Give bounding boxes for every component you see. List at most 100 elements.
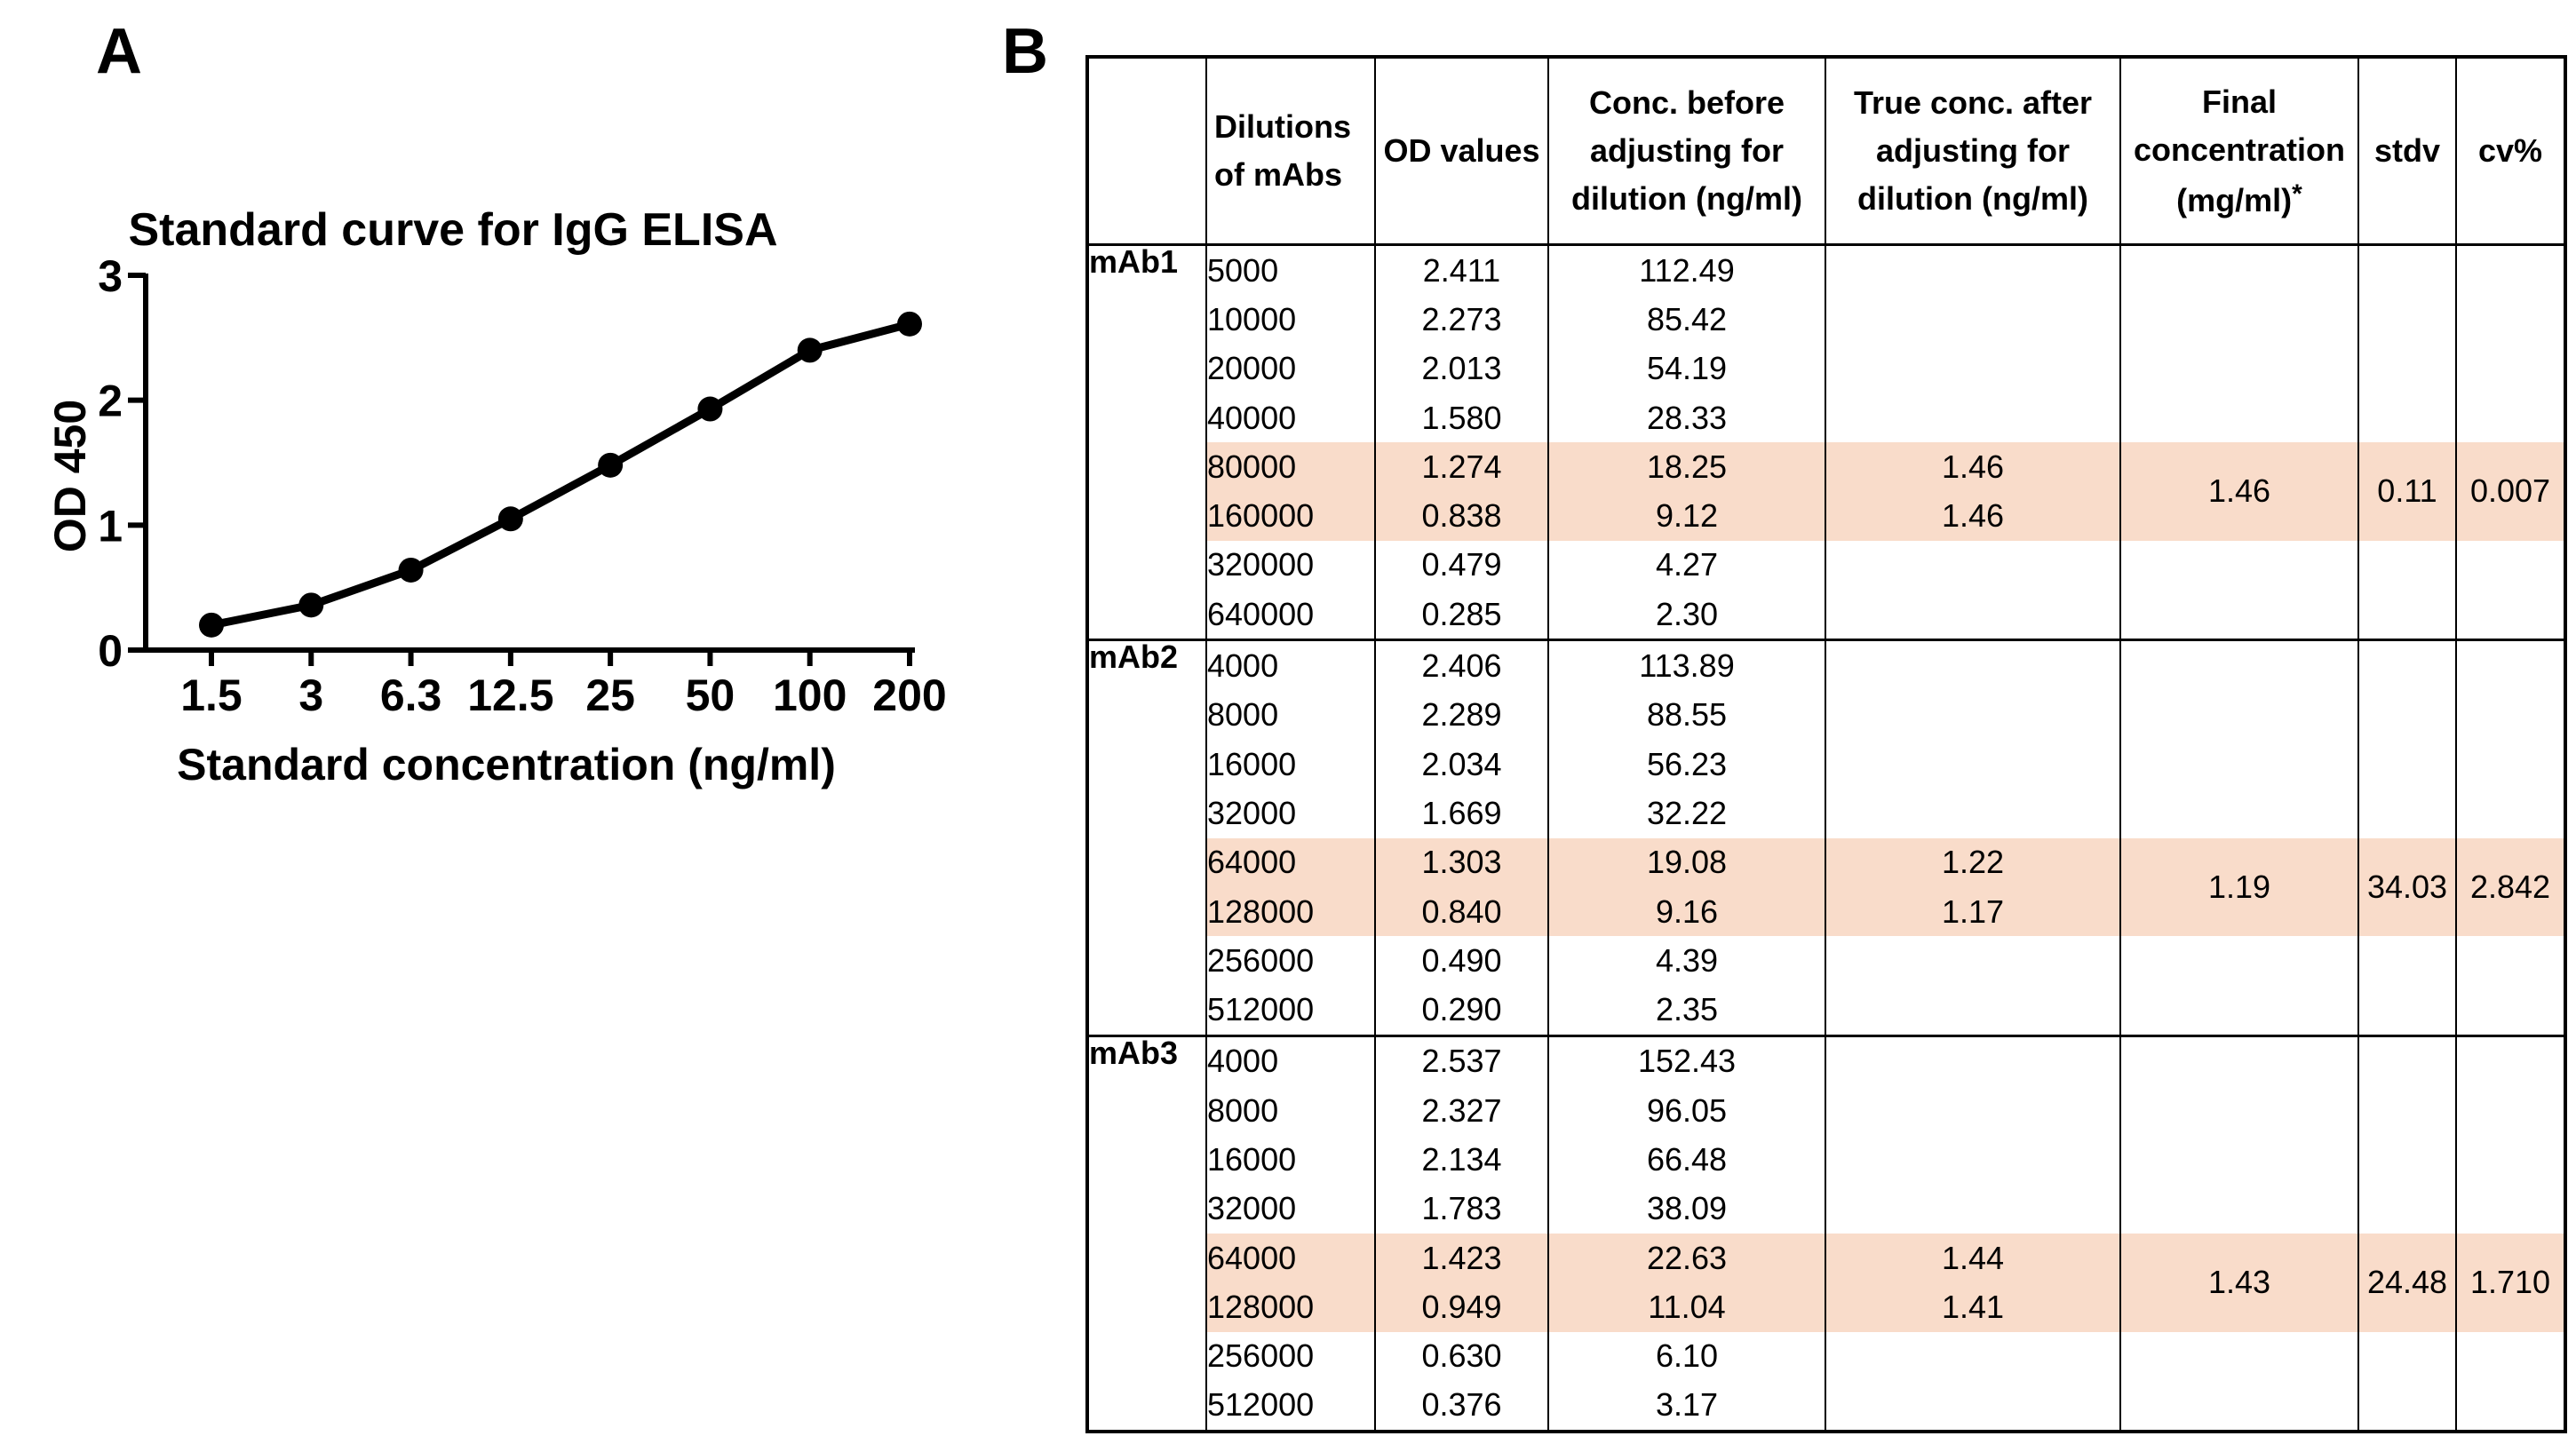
y-axis-ticks: 0 1 2 3 [98, 251, 146, 676]
od-value-cell: 0.376 [1374, 1380, 1548, 1433]
od-value-cell: 2.411 [1374, 244, 1548, 296]
panel-label-b: B [1002, 16, 1048, 87]
table-row: 256000 0.490 4.39 [1087, 936, 2565, 1037]
conc-before-cell: 9.16 [1547, 886, 1825, 937]
dilution-cell: 160000 [1205, 491, 1375, 541]
data-points [199, 311, 922, 638]
table-row: 8000 2.327 96.05 [1087, 1086, 2565, 1136]
dilution-cell: 256000 [1205, 936, 1375, 986]
conc-before-cell: 113.89 [1547, 639, 1825, 691]
od-value-cell: 0.840 [1374, 886, 1548, 937]
stdv-cell [2357, 936, 2456, 1037]
conc-before-cell: 112.49 [1547, 244, 1825, 296]
table-row: 512000 0.376 3.17 [1087, 1380, 2565, 1433]
true-conc-cell: 1.17 [1825, 886, 2120, 937]
od-value-cell: 2.327 [1374, 1086, 1548, 1136]
dilution-cell: 40000 [1205, 393, 1375, 443]
true-conc-cell [1825, 1331, 2120, 1381]
conc-before-cell: 32.22 [1547, 789, 1825, 838]
data-point [697, 396, 723, 422]
dilution-cell: 20000 [1205, 344, 1375, 393]
true-conc-cell [1825, 590, 2120, 642]
conc-before-cell: 11.04 [1547, 1282, 1825, 1332]
cv-cell [2455, 1035, 2565, 1234]
table-row: mAb3 4000 2.537 152.43 [1087, 1035, 2565, 1433]
table-header-row: Dilutions of mAbs OD values Conc. before a… [1087, 57, 2565, 246]
dilution-cell: 16000 [1205, 1135, 1375, 1185]
data-point [199, 612, 224, 638]
true-conc-cell [1825, 1035, 2120, 1087]
stdv-cell: 0.11 [2357, 442, 2456, 541]
cv-cell [2455, 936, 2565, 1037]
header-od-values: OD values [1374, 57, 1548, 246]
conc-before-cell: 22.63 [1547, 1233, 1825, 1283]
table-row: 8000 2.289 88.55 [1087, 690, 2565, 740]
conc-before-cell: 152.43 [1547, 1035, 1825, 1087]
table-row: 20000 2.013 54.19 [1087, 344, 2565, 393]
true-conc-cell [1825, 789, 2120, 838]
conc-before-cell: 6.10 [1547, 1331, 1825, 1381]
dilution-cell: 32000 [1205, 1184, 1375, 1234]
conc-before-cell: 3.17 [1547, 1380, 1825, 1433]
table-row: 80000 1.274 18.25 1.46 1.46 0.11 0.007 [1087, 442, 2565, 541]
final-conc-cell [2119, 540, 2358, 642]
conc-before-cell: 54.19 [1547, 344, 1825, 393]
true-conc-cell: 1.46 [1825, 442, 2120, 492]
od-value-cell: 2.537 [1374, 1035, 1548, 1087]
y-axis-label: OD 450 [45, 400, 95, 552]
x-tick-label: 6.3 [380, 670, 442, 720]
table-row: 32000 1.669 32.22 [1087, 789, 2565, 838]
header-dilutions: Dilutions of mAbs [1205, 57, 1375, 246]
dilution-cell: 512000 [1205, 985, 1375, 1037]
dilution-cell: 256000 [1205, 1331, 1375, 1381]
standard-curve-chart: Standard curve for IgG ELISA 0 1 2 3 1.5 3 6.… [45, 204, 947, 789]
od-value-cell: 2.134 [1374, 1135, 1548, 1185]
od-value-cell: 2.273 [1374, 295, 1548, 345]
conc-before-cell: 56.23 [1547, 739, 1825, 789]
final-conc-cell: 1.46 [2119, 442, 2358, 541]
header-cv: cv% [2455, 57, 2565, 246]
table-row: 320000 0.479 4.27 [1087, 540, 2565, 642]
cv-cell [2455, 244, 2565, 443]
true-conc-cell: 1.44 [1825, 1233, 2120, 1283]
od-value-cell: 2.289 [1374, 690, 1548, 740]
dilution-cell: 10000 [1205, 295, 1375, 345]
dilution-cell: 4000 [1205, 1035, 1375, 1087]
y-tick-label: 3 [98, 251, 123, 301]
od-value-cell: 0.290 [1374, 985, 1548, 1037]
conc-before-cell: 4.39 [1547, 936, 1825, 986]
x-tick-label: 1.5 [180, 670, 242, 720]
header-final-conc: Final concentration (mg/ml)* [2119, 57, 2358, 246]
final-conc-cell [2119, 1331, 2358, 1433]
table-row: 10000 2.273 85.42 [1087, 295, 2565, 345]
conc-before-cell: 4.27 [1547, 540, 1825, 591]
data-point [598, 452, 624, 478]
dilution-cell: 8000 [1205, 1086, 1375, 1136]
dilution-cell: 64000 [1205, 1233, 1375, 1283]
table-row: 256000 0.630 6.10 [1087, 1331, 2565, 1433]
true-conc-cell [1825, 690, 2120, 740]
table-row: mAb1 5000 2.411 112.49 [1087, 244, 2565, 642]
true-conc-cell [1825, 936, 2120, 986]
final-conc-cell [2119, 936, 2358, 1037]
cv-cell: 1.710 [2455, 1233, 2565, 1332]
true-conc-cell: 1.46 [1825, 491, 2120, 541]
header-group [1087, 57, 1206, 246]
group-label: mAb2 [1087, 639, 1206, 1037]
true-conc-cell [1825, 393, 2120, 443]
header-conc-before: Conc. before adjusting for dilution (ng/ml… [1547, 57, 1825, 246]
table-row: mAb2 4000 2.406 113.89 [1087, 639, 2565, 1037]
final-conc-cell [2119, 639, 2358, 838]
true-conc-cell [1825, 295, 2120, 345]
data-point [497, 506, 523, 532]
x-tick-label: 200 [872, 670, 946, 720]
y-tick-label: 0 [98, 626, 123, 676]
true-conc-cell [1825, 1135, 2120, 1185]
true-conc-cell [1825, 344, 2120, 393]
od-value-cell: 2.034 [1374, 739, 1548, 789]
table-row: 40000 1.580 28.33 [1087, 393, 2565, 443]
cv-cell [2455, 639, 2565, 838]
stdv-cell [2357, 1331, 2456, 1433]
conc-before-cell: 2.35 [1547, 985, 1825, 1037]
x-tick-label: 50 [686, 670, 735, 720]
